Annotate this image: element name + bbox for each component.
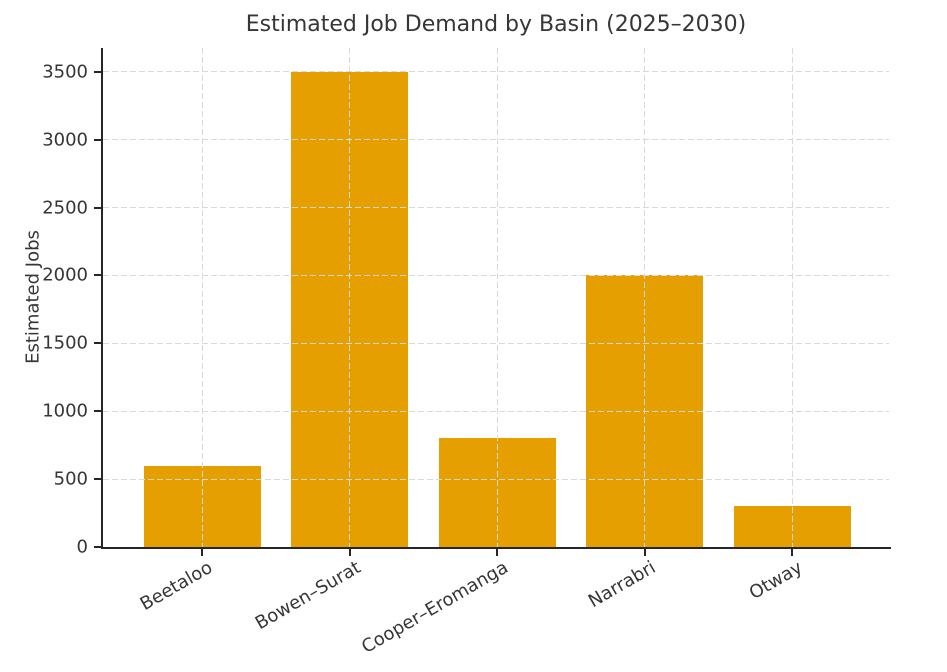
gridline-horizontal	[103, 342, 889, 344]
y-axis-tick	[94, 138, 101, 141]
gridline-vertical	[791, 48, 793, 547]
gridline-vertical	[201, 48, 203, 547]
gridline-horizontal	[103, 410, 889, 412]
gridline-horizontal	[103, 139, 889, 141]
y-tick-label: 1000	[42, 400, 88, 422]
y-tick-label: 0	[76, 536, 88, 558]
y-tick-label: 2000	[42, 264, 88, 286]
y-tick-label: 3000	[42, 129, 88, 151]
y-tick-label: 1500	[42, 332, 88, 354]
y-axis-tick	[94, 274, 101, 277]
y-axis-tick	[94, 70, 101, 73]
x-axis-tick	[643, 549, 646, 556]
x-axis-tick	[201, 549, 203, 556]
x-tick-label: Bowen–Surat	[251, 557, 364, 635]
y-axis-tick	[94, 546, 101, 548]
gridline-horizontal	[103, 478, 889, 480]
y-tick-label: 500	[53, 468, 88, 490]
y-axis-tick	[94, 478, 101, 481]
x-axis-spine	[101, 547, 891, 549]
gridline-horizontal	[103, 71, 889, 73]
x-axis-tick	[348, 549, 351, 556]
gridline-vertical	[644, 48, 645, 547]
chart-title: Estimated Job Demand by Basin (2025–2030…	[245, 12, 747, 37]
y-axis-tick	[94, 206, 101, 209]
y-axis-spine	[101, 48, 103, 549]
x-axis-tick	[791, 549, 793, 556]
y-axis-tick	[94, 410, 101, 413]
gridline-horizontal	[103, 274, 889, 276]
y-tick-label: 2500	[42, 197, 88, 219]
gridline-horizontal	[103, 207, 889, 209]
gridline-vertical	[496, 48, 498, 547]
x-axis-tick	[496, 549, 498, 556]
x-tick-label: Beetaloo	[137, 557, 217, 615]
x-tick-label: Otway	[746, 557, 807, 605]
x-tick-label: Narrabri	[584, 557, 659, 613]
y-tick-label: 3500	[42, 61, 88, 83]
x-tick-label: Cooper–Eromanga	[357, 557, 512, 658]
y-axis-tick	[94, 342, 101, 345]
gridline-vertical	[349, 48, 350, 547]
